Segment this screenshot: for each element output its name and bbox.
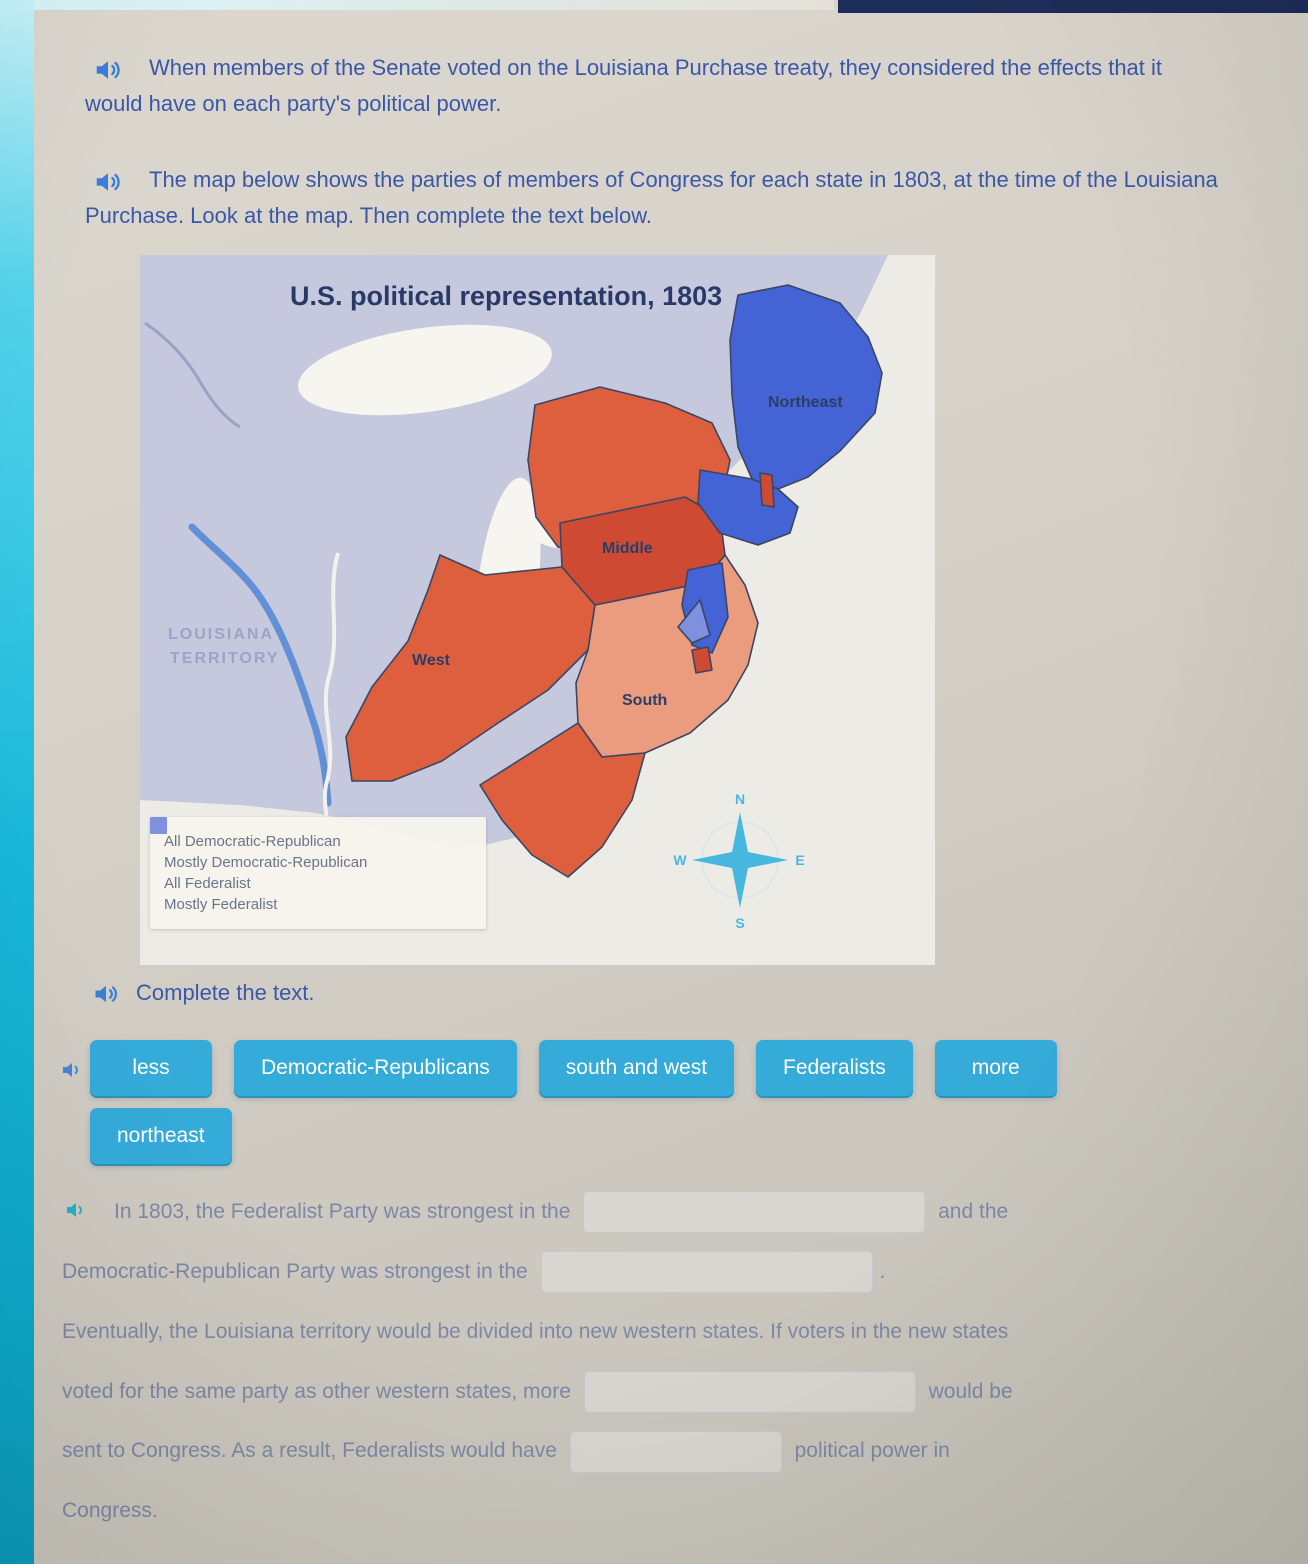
map-legend: All Democratic-Republican Mostly Democra… [150,817,486,929]
completion-text-segment: would be sent to Congress. As a result, … [62,1379,1013,1463]
region-northeast [729,284,883,490]
region-label-west: West [412,652,451,669]
screen-edge-top-right [838,0,1308,13]
region-georgia [479,722,646,878]
completion-text-segment: and the Democratic-Republican Party was … [62,1200,1009,1283]
word-tile-less[interactable]: less [90,1040,212,1096]
speaker-icon[interactable] [93,167,123,197]
map-image: U.S. political representation, 1803 LOUI… [140,255,935,965]
compass-s: S [735,915,744,931]
completion-text-segment: Eventually, the Louisiana territory woul… [62,1319,1009,1403]
legend-label: Mostly Democratic-Republican [164,854,368,871]
word-tile-democratic-republicans[interactable]: Democratic-Republicans [234,1040,517,1096]
speaker-icon[interactable] [60,1058,84,1082]
completion-paragraph: In 1803, the Federalist Party was strong… [62,1182,1042,1541]
region-label-south: South [622,692,667,709]
complete-heading: Complete the text. [136,980,315,1005]
completion-sentence-2: Eventually, the Louisiana territory woul… [62,1302,1042,1541]
territory-label-line1: LOUISIANA [168,626,274,643]
legend-label: Mostly Federalist [164,896,278,913]
answer-blank-3[interactable] [583,1370,916,1413]
missouri-river [188,523,332,807]
word-tile-south-and-west[interactable]: south and west [538,1040,735,1096]
completion-sentence-1: In 1803, the Federalist Party was strong… [62,1182,1042,1302]
region-rhode-island [759,472,775,508]
word-tile-federalists[interactable]: Federalists [756,1040,913,1096]
legend-label: All Federalist [164,875,251,892]
state-regions [345,284,883,878]
us-political-map-1803: U.S. political representation, 1803 LOUI… [140,255,935,965]
question-paragraph-1: When members of the Senate voted on the … [85,50,1220,121]
screen-edge-left [0,0,34,1564]
word-tile-more[interactable]: more [934,1040,1057,1096]
question-paragraph-2: The map below shows the parties of membe… [85,162,1220,233]
question-text-1: When members of the Senate voted on the … [85,55,1163,116]
completion-text-segment: In 1803, the Federalist Party was strong… [114,1200,571,1223]
speaker-icon[interactable] [64,1198,88,1222]
screen-edge-top [34,0,834,10]
region-label-northeast: Northeast [768,394,843,411]
legend-swatch [150,817,167,834]
completion-text-segment: political power in Congress. [62,1439,950,1523]
legend-label: All Democratic-Republican [164,833,341,850]
legend-item: All Federalist [150,817,472,892]
legend-item: All Democratic-Republican [150,817,472,850]
legend-item: Mostly Federalist [150,817,472,913]
complete-heading-row: Complete the text. [92,980,315,1006]
mississippi-river [322,552,340,838]
word-tile-northeast[interactable]: northeast [90,1108,232,1164]
compass-n: N [735,791,745,807]
legend-item: Mostly Democratic-Republican [150,817,472,871]
speaker-icon[interactable] [93,55,123,85]
question-text-2: The map below shows the parties of membe… [85,167,1218,228]
region-maryland [677,599,711,644]
word-bank: less Democratic-Republicans south and we… [63,1040,1200,1164]
answer-blank-1[interactable] [583,1191,926,1234]
completion-text-segment: . [879,1259,886,1283]
map-title: U.S. political representation, 1803 [290,281,722,311]
river-line [144,321,241,429]
compass-rose-icon: N E S W [673,791,804,931]
answer-blank-2[interactable] [540,1251,873,1294]
region-delaware [691,646,713,674]
speaker-icon[interactable] [92,980,120,1008]
territory-label-line2: TERRITORY [170,650,280,667]
answer-blank-4[interactable] [569,1430,782,1473]
compass-e: E [795,852,804,868]
region-label-middle: Middle [602,540,653,557]
compass-w: W [673,852,687,868]
